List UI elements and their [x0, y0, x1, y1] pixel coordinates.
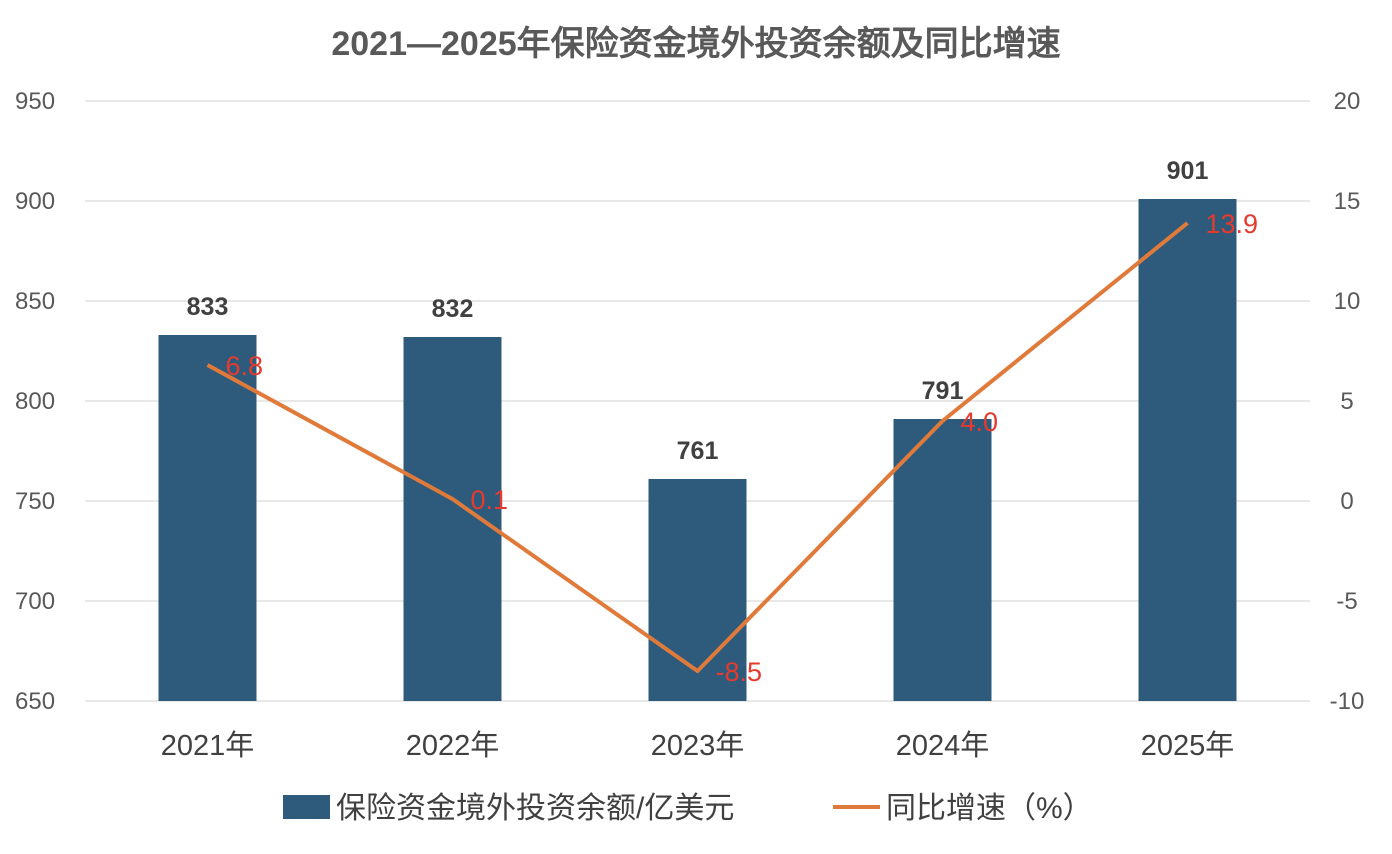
line-series [206, 221, 1189, 673]
legend-bar-swatch [283, 795, 330, 819]
bar [648, 479, 747, 701]
x-axis-tick-label: 2025年 [1141, 729, 1235, 762]
right-axis-tick-label: 15 [1334, 188, 1361, 215]
line-data-labels: 6.8 0.1 -8.5 4.0 13.9 [226, 209, 1259, 687]
left-axis-tick-label: 800 [15, 388, 55, 415]
right-axis-tick-label: 20 [1334, 88, 1361, 115]
bar [403, 337, 502, 701]
chart-title: 2021—2025年保险资金境外投资余额及同比增速 [331, 24, 1060, 63]
right-axis-tick-label: -10 [1330, 688, 1365, 715]
left-axis-tick-label: 850 [15, 288, 55, 315]
line-data-label: 4.0 [961, 407, 999, 437]
right-axis-tick-label: 10 [1334, 288, 1361, 315]
left-axis-tick-label: 700 [15, 588, 55, 615]
bar-data-label: 832 [432, 295, 474, 323]
right-axis-ticks: -10 -5 0 5 10 15 20 [1330, 88, 1365, 715]
x-axis-ticks: 2021年 2022年 2023年 2024年 2025年 [161, 729, 1235, 762]
legend-bar-label: 保险资金境外投资余额/亿美元 [336, 792, 734, 825]
legend: 保险资金境外投资余额/亿美元 同比增速（%） [283, 792, 1093, 825]
x-axis-tick-label: 2022年 [406, 729, 500, 762]
bar-data-labels: 833 832 761 791 901 [187, 157, 1209, 465]
left-axis-tick-label: 900 [15, 188, 55, 215]
bar-data-label: 761 [677, 437, 719, 465]
right-axis-tick-label: -5 [1336, 588, 1357, 615]
bar [158, 335, 257, 701]
x-axis-tick-label: 2021年 [161, 729, 255, 762]
right-axis-tick-label: 5 [1340, 388, 1353, 415]
left-axis-ticks: 650 700 750 800 850 900 950 [15, 88, 55, 715]
legend-line-label: 同比增速（%） [886, 792, 1093, 825]
x-axis-tick-label: 2024年 [896, 729, 990, 762]
left-axis-tick-label: 650 [15, 688, 55, 715]
bar-series [158, 199, 1237, 701]
left-axis-tick-label: 950 [15, 88, 55, 115]
bar [1138, 199, 1237, 701]
line-data-label: 13.9 [1206, 209, 1259, 239]
line-data-label: 6.8 [226, 351, 264, 381]
left-axis-tick-label: 750 [15, 488, 55, 515]
bar [893, 419, 992, 701]
right-axis-tick-label: 0 [1340, 488, 1353, 515]
line-data-label: 0.1 [471, 485, 509, 515]
line-data-label: -8.5 [716, 657, 763, 687]
bar-data-label: 901 [1167, 157, 1209, 185]
bar-data-label: 833 [187, 293, 229, 321]
x-axis-tick-label: 2023年 [651, 729, 745, 762]
bar-data-label: 791 [922, 377, 964, 405]
